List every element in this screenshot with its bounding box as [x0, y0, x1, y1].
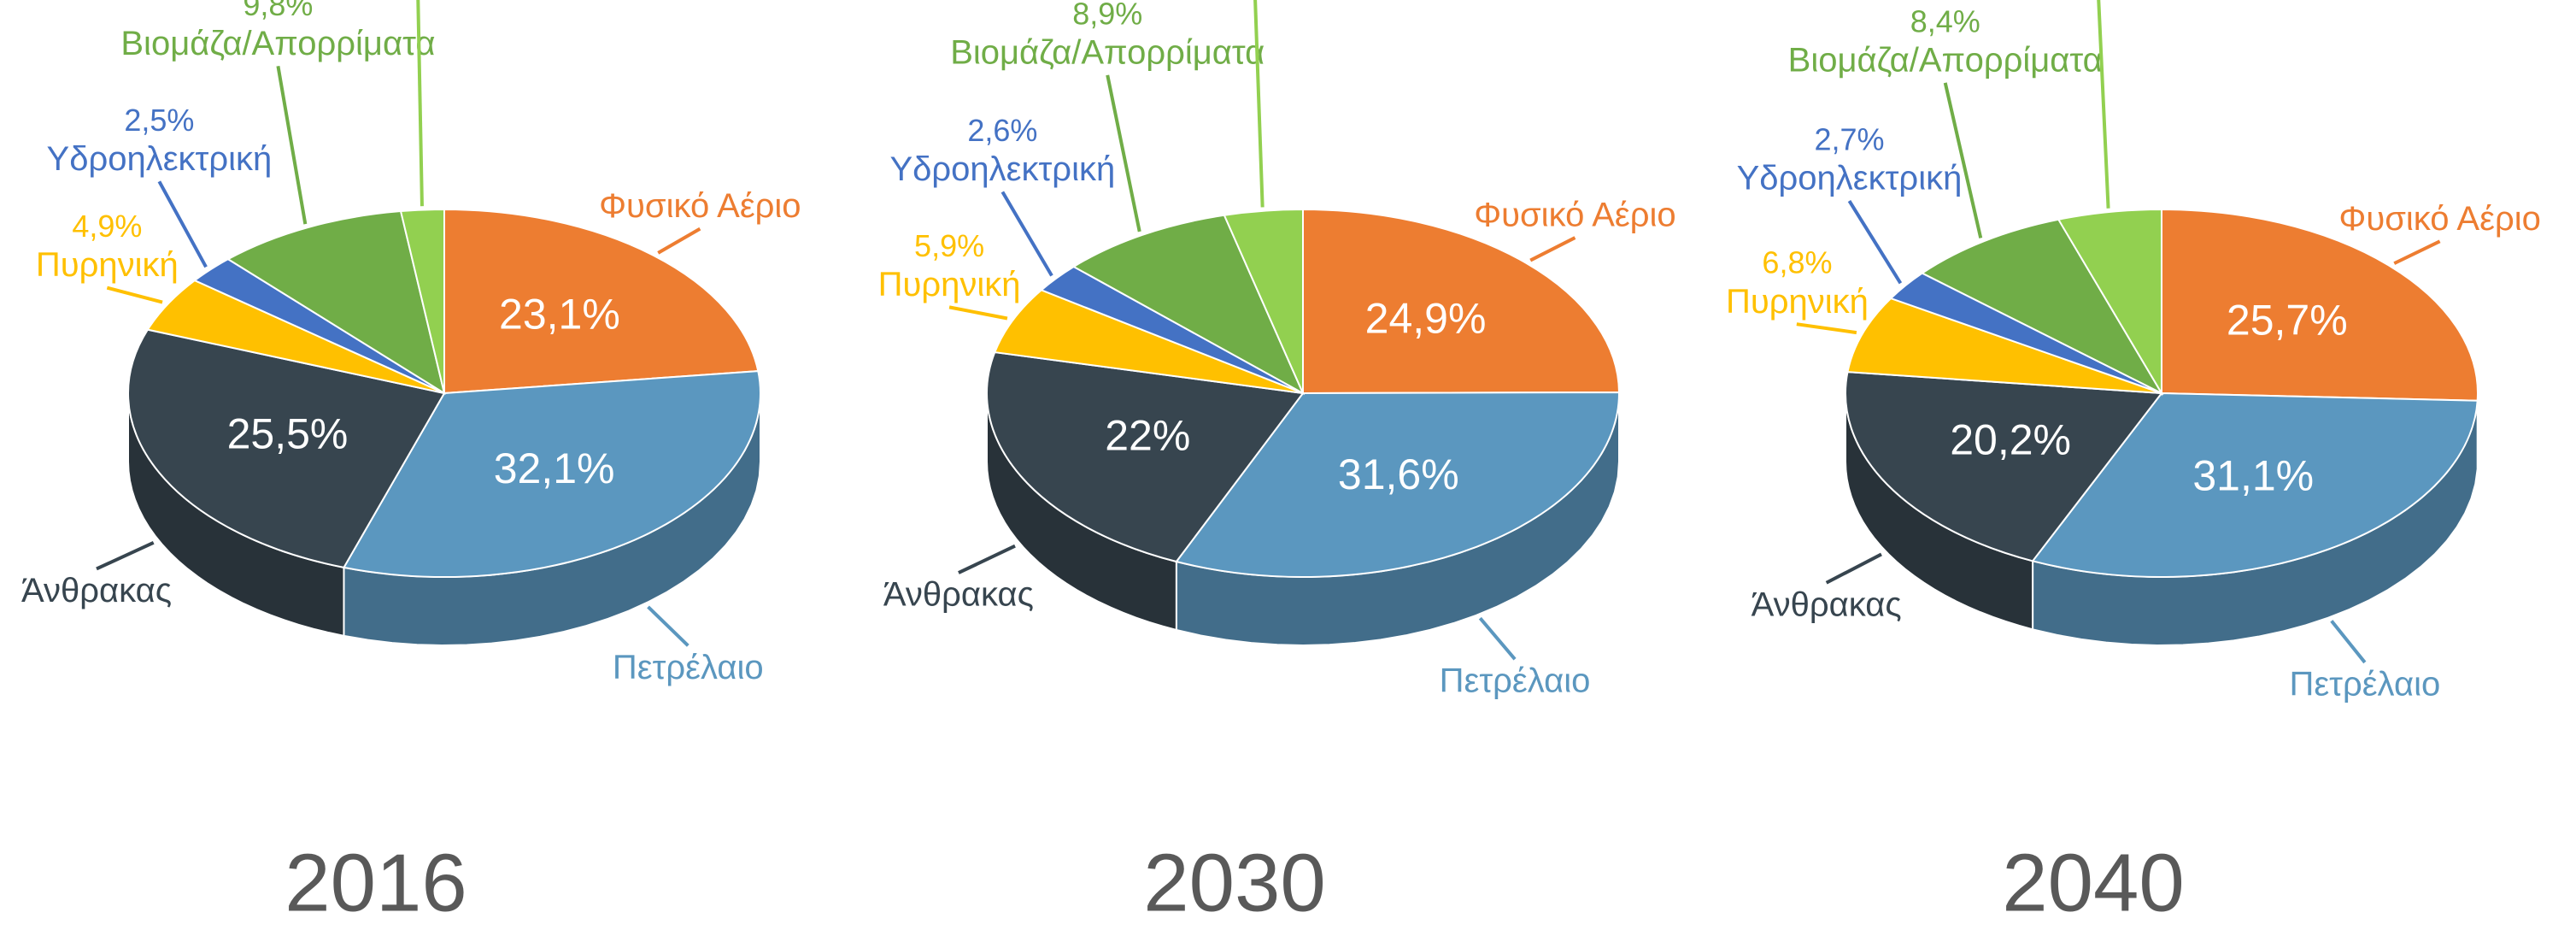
slice	[1846, 297, 2162, 394]
pie-tops	[986, 208, 1621, 578]
leader-line	[276, 65, 308, 225]
value-label: 32,1%	[494, 444, 615, 492]
leader-line	[647, 605, 689, 647]
category-label: Άνθρακας	[883, 576, 1034, 614]
leader-line	[96, 541, 155, 571]
value-label: 5,9%	[914, 228, 984, 263]
slice	[1845, 371, 2163, 562]
value-label: 4,9%	[72, 209, 142, 244]
leader-line	[657, 227, 701, 255]
slice	[399, 208, 445, 394]
labels: Φυσικό Αέριο 25,7% Πετρέλαιο 31,1% Άνθρακας 2…	[1726, 0, 2541, 703]
leader-line	[948, 305, 1008, 321]
leader-line	[1943, 82, 1983, 238]
leader-line	[1106, 74, 1141, 233]
category-label: Πετρέλαιο	[1440, 662, 1591, 700]
value-label: 6,8%	[1762, 245, 1832, 280]
category-label: Βιομάζα/Απορρίματα	[950, 33, 1265, 71]
slice	[2031, 391, 2479, 578]
category-label: Πυρηνική	[878, 266, 1021, 303]
category-label: Υδροηλεκτρική	[47, 140, 273, 178]
slice	[1302, 208, 1621, 395]
pie-tops	[1845, 208, 2479, 578]
slice	[443, 208, 760, 395]
leader-line	[1847, 200, 1903, 285]
category-label: Βιομάζα/Απορρίματα	[120, 25, 435, 62]
slice	[1071, 214, 1306, 396]
category-label: Φυσικό Αέριο	[1474, 197, 1675, 234]
value-label: 25,5%	[227, 409, 349, 457]
pie-tops	[127, 208, 761, 578]
value-label: 2,5%	[124, 103, 194, 138]
value-label: 24,9%	[1365, 294, 1487, 342]
slice	[2057, 208, 2162, 397]
value-label: 2,7%	[1814, 122, 1884, 157]
leader-line	[958, 544, 1016, 574]
slice	[127, 328, 446, 568]
slice	[342, 370, 761, 578]
category-label: Βιομάζα/Απορρίματα	[1788, 41, 2103, 79]
leader-line	[1796, 322, 1857, 335]
value-label: 9,8%	[243, 0, 313, 22]
leader-line	[1478, 616, 1517, 661]
labels: Φυσικό Αέριο 23,1% Πετρέλαιο 32,1% Άνθρακας 2…	[21, 0, 801, 686]
leader-line	[1825, 552, 1882, 585]
leader-line	[1000, 191, 1053, 277]
leader-line	[416, 0, 424, 207]
category-label: Πετρέλαιο	[2289, 665, 2440, 703]
slice	[2161, 208, 2479, 402]
category-label: Υδροηλεκτρική	[1737, 160, 1963, 197]
category-label: Άνθρακας	[1752, 586, 1902, 623]
leader-line	[1253, 0, 1265, 208]
leader-line	[157, 180, 208, 268]
category-label: Πυρηνική	[1726, 283, 1869, 321]
value-label: 8,9%	[1072, 0, 1142, 31]
value-label: 8,4%	[1910, 3, 1980, 38]
slice	[226, 209, 446, 396]
value-label: 22%	[1105, 411, 1190, 459]
slice	[986, 350, 1305, 563]
leader-line	[1529, 236, 1576, 262]
leader-line	[2393, 239, 2441, 265]
pie: Φυσικό Αέριο 24,9% Πετρέλαιο 31,6% Άνθρακας 2…	[878, 0, 1676, 928]
labels: Φυσικό Αέριο 24,9% Πετρέλαιο 31,6% Άνθρακας 2…	[878, 0, 1676, 700]
category-label: Πετρέλαιο	[613, 649, 764, 686]
leader-line	[2330, 620, 2367, 664]
value-label: 25,7%	[2227, 296, 2348, 344]
category-label: Πυρηνική	[36, 246, 179, 284]
value-label: 31,1%	[2192, 452, 2314, 500]
pie: Φυσικό Αέριο 25,7% Πετρέλαιο 31,1% Άνθρακας 2…	[1726, 0, 2541, 928]
category-label: Άνθρακας	[21, 572, 172, 609]
category-label: Υδροηλεκτρική	[889, 150, 1115, 188]
slice	[1175, 391, 1621, 578]
value-label: 23,1%	[499, 291, 620, 338]
leader-line	[106, 286, 163, 304]
chart-title: 2030	[1143, 837, 1326, 928]
slice	[1223, 208, 1304, 394]
chart-title: 2016	[285, 837, 467, 928]
value-label: 20,2%	[1950, 416, 2071, 464]
chart-title: 2040	[2002, 837, 2185, 928]
value-label: 31,6%	[1338, 450, 1459, 498]
category-label: Φυσικό Αέριο	[2338, 200, 2540, 238]
slice	[1920, 218, 2164, 396]
category-label: Φυσικό Αέριο	[599, 187, 801, 225]
pie: Φυσικό Αέριο 23,1% Πετρέλαιο 32,1% Άνθρακας 2…	[21, 0, 801, 928]
slice	[993, 289, 1304, 394]
leader-line	[2097, 0, 2110, 209]
value-label: 2,6%	[967, 113, 1037, 148]
